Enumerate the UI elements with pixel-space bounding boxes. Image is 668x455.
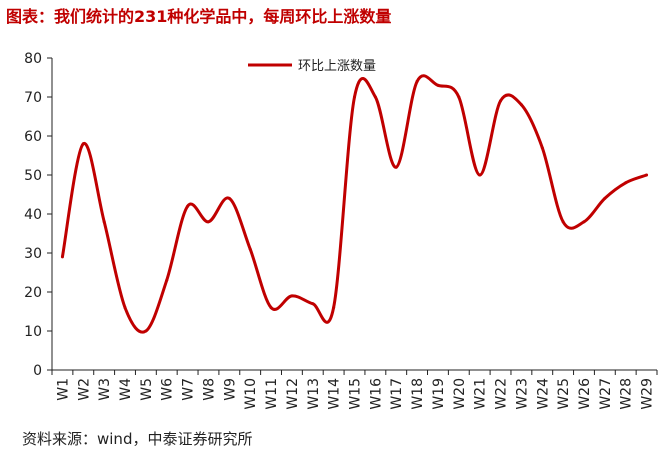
- x-tick-label: W26: [577, 378, 593, 410]
- legend-label: 环比上涨数量: [298, 59, 376, 74]
- data-point: [478, 173, 482, 177]
- x-tick-label: W16: [368, 378, 384, 410]
- x-tick-label: W5: [139, 378, 155, 401]
- data-point: [269, 306, 273, 310]
- data-point: [144, 329, 148, 333]
- y-tick-label: 30: [24, 246, 42, 262]
- data-point: [311, 302, 315, 306]
- data-point: [561, 220, 565, 224]
- chart-series: [60, 74, 649, 334]
- data-point: [519, 103, 523, 107]
- x-tick-label: W13: [306, 378, 322, 410]
- x-tick-label: W12: [285, 378, 301, 410]
- data-point: [81, 142, 85, 146]
- data-point: [415, 79, 419, 83]
- x-tick-label: W25: [556, 378, 572, 410]
- data-point: [645, 173, 649, 177]
- data-point: [227, 196, 231, 200]
- data-point: [165, 278, 169, 282]
- chart-legend: 环比上涨数量: [248, 59, 376, 74]
- x-tick-label: W28: [619, 378, 635, 410]
- data-point: [499, 99, 503, 103]
- data-point: [102, 220, 106, 224]
- x-tick-label: W15: [348, 378, 364, 410]
- data-point: [540, 146, 544, 150]
- data-point: [290, 294, 294, 298]
- x-tick-label: W24: [535, 378, 551, 410]
- x-tick-label: W6: [160, 378, 176, 401]
- data-point: [603, 196, 607, 200]
- x-tick-label: W7: [181, 378, 197, 401]
- y-tick-label: 80: [24, 51, 42, 67]
- x-tick-label: W4: [118, 378, 134, 401]
- data-point: [582, 220, 586, 224]
- y-tick-label: 40: [24, 207, 42, 223]
- x-tick-label: W9: [222, 378, 238, 401]
- x-tick-label: W8: [201, 378, 217, 401]
- data-point: [436, 83, 440, 87]
- y-tick-label: 10: [24, 324, 42, 340]
- x-tick-label: W14: [327, 378, 343, 410]
- x-tick-label: W21: [473, 378, 489, 410]
- y-tick-label: 70: [24, 90, 42, 106]
- x-tick-label: W1: [55, 378, 71, 401]
- x-tick-label: W23: [514, 378, 530, 410]
- x-tick-label: W2: [76, 378, 92, 401]
- data-point: [248, 247, 252, 251]
- data-point: [186, 204, 190, 208]
- data-point: [123, 306, 127, 310]
- x-tick-label: W10: [243, 378, 259, 410]
- x-tick-label: W18: [410, 378, 426, 410]
- x-axis-ticks: W1 W2 W3 W4 W5 W6 W7 W8 W9 W10 W11 W12 W13 W14 W15 W16 W…: [51, 370, 658, 410]
- data-point: [332, 306, 336, 310]
- series-line: [60, 74, 648, 334]
- y-axis-ticks: 0 10 20 30 40 50 60 70 80: [24, 51, 52, 379]
- x-tick-label: W29: [640, 378, 656, 410]
- data-point: [457, 95, 461, 99]
- x-tick-label: W19: [431, 378, 447, 410]
- x-tick-label: W17: [389, 378, 405, 410]
- data-point: [373, 95, 377, 99]
- x-tick-label: W27: [598, 378, 614, 410]
- y-tick-label: 20: [24, 285, 42, 301]
- x-tick-label: W22: [494, 378, 510, 410]
- x-tick-label: W20: [452, 378, 468, 410]
- data-point: [394, 165, 398, 169]
- y-tick-label: 0: [33, 363, 42, 379]
- source-note: 资料来源：wind，中泰证券研究所: [22, 430, 253, 448]
- data-point: [206, 220, 210, 224]
- y-tick-label: 60: [24, 129, 42, 145]
- x-tick-label: W11: [264, 378, 280, 410]
- data-point: [353, 95, 356, 99]
- y-tick-label: 50: [24, 168, 42, 184]
- data-point: [60, 255, 64, 259]
- chart-title: 图表：我们统计的231种化学品中，每周环比上涨数量: [6, 7, 392, 26]
- x-tick-label: W3: [97, 378, 113, 401]
- data-point: [624, 181, 628, 185]
